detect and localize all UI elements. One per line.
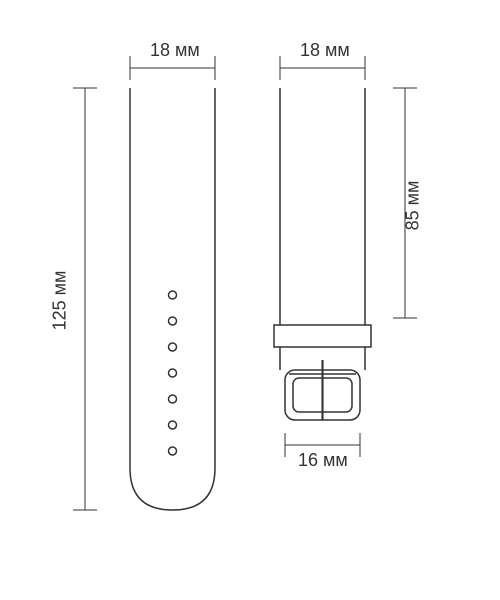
buckle-width-label: 16 мм (298, 450, 348, 471)
strap-hole (169, 291, 177, 299)
strap-hole (169, 343, 177, 351)
left-height-label: 125 мм (49, 271, 70, 331)
left-width-label: 18 мм (150, 40, 200, 61)
strap-hole (169, 395, 177, 403)
strap-hole (169, 421, 177, 429)
watch-strap-diagram (0, 0, 500, 600)
strap-hole (169, 369, 177, 377)
strap-hole (169, 317, 177, 325)
strap-hole (169, 447, 177, 455)
right-height-label: 85 мм (402, 181, 423, 231)
right-width-label: 18 мм (300, 40, 350, 61)
strap-loop (274, 325, 371, 347)
